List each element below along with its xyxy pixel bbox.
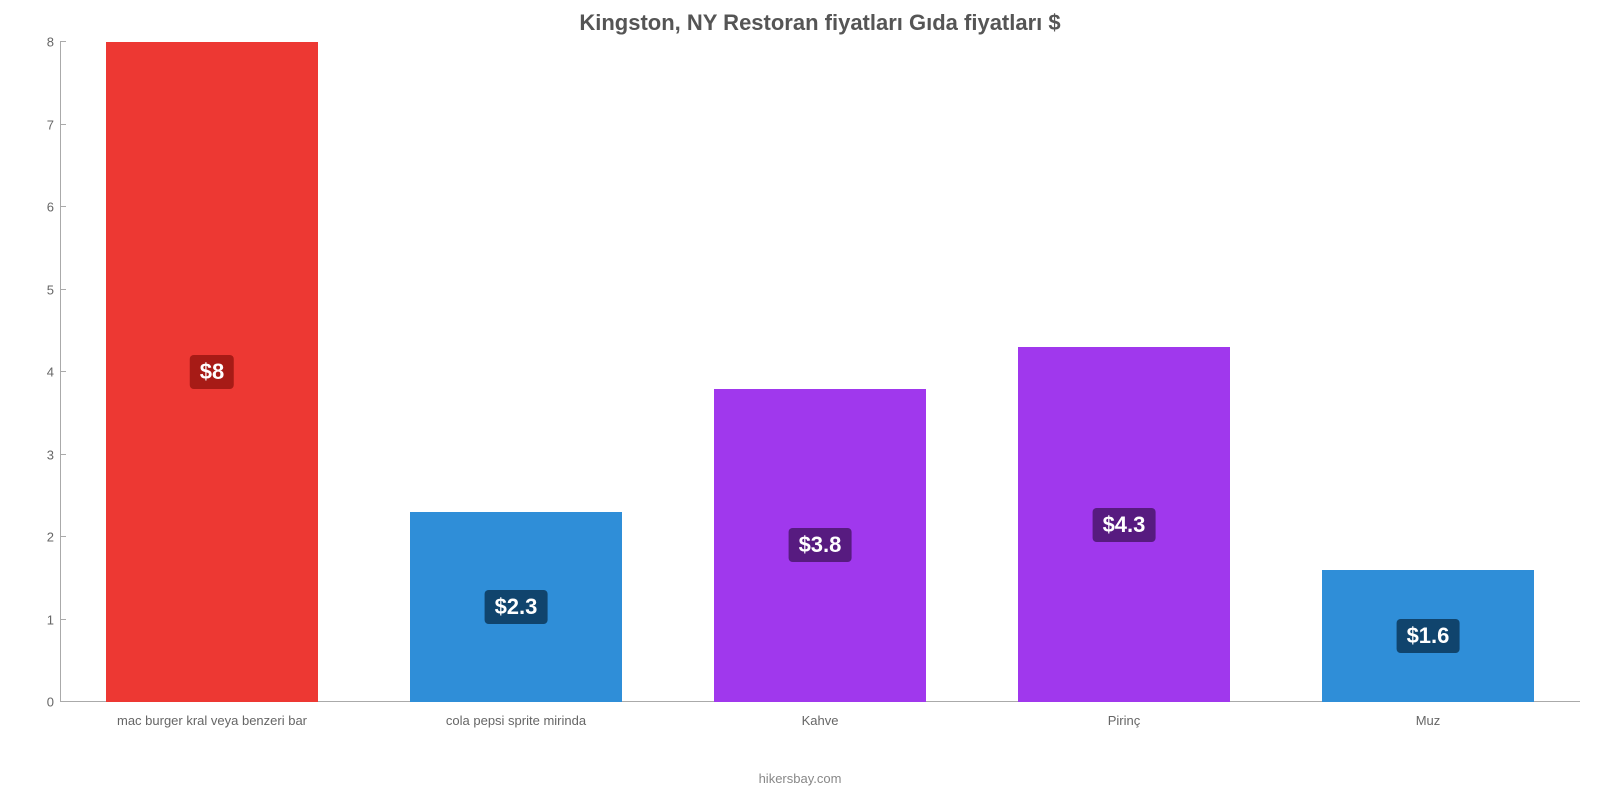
chart-title: Kingston, NY Restoran fiyatları Gıda fiy… xyxy=(60,10,1580,36)
bar: $8 xyxy=(106,42,319,702)
x-tick-label: Pirinç xyxy=(972,713,1276,728)
x-tick-label: Kahve xyxy=(668,713,972,728)
bar-slot: $1.6 xyxy=(1276,42,1580,702)
bars-container: $8 $2.3 $3.8 $4.3 $1.6 xyxy=(60,42,1580,702)
bar-slot: $4.3 xyxy=(972,42,1276,702)
bar: $2.3 xyxy=(410,512,623,702)
y-tick-label: 5 xyxy=(20,282,54,297)
bar-value-label: $3.8 xyxy=(789,528,852,562)
y-axis: 012345678 xyxy=(20,42,60,702)
bar-value-label: $8 xyxy=(190,355,234,389)
price-bar-chart: Kingston, NY Restoran fiyatları Gıda fiy… xyxy=(0,0,1600,800)
bar: $3.8 xyxy=(714,389,927,703)
y-tick-label: 6 xyxy=(20,200,54,215)
bar-value-label: $2.3 xyxy=(485,590,548,624)
bar-value-label: $1.6 xyxy=(1397,619,1460,653)
y-tick-label: 0 xyxy=(20,695,54,710)
bar-slot: $8 xyxy=(60,42,364,702)
chart-credit: hikersbay.com xyxy=(0,771,1600,786)
y-tick-label: 4 xyxy=(20,365,54,380)
x-tick-label: mac burger kral veya benzeri bar xyxy=(60,713,364,728)
y-tick-label: 2 xyxy=(20,530,54,545)
y-tick-label: 7 xyxy=(20,117,54,132)
x-tick-label: Muz xyxy=(1276,713,1580,728)
x-axis-labels: mac burger kral veya benzeri barcola pep… xyxy=(60,713,1580,728)
bar-value-label: $4.3 xyxy=(1093,508,1156,542)
plot-area: 012345678 $8$2.3$3.8$4.3$1.6 mac burger … xyxy=(60,42,1580,722)
y-tick-label: 3 xyxy=(20,447,54,462)
bar-slot: $2.3 xyxy=(364,42,668,702)
y-tick-label: 1 xyxy=(20,612,54,627)
bar: $4.3 xyxy=(1018,347,1231,702)
y-tick-label: 8 xyxy=(20,35,54,50)
bar-slot: $3.8 xyxy=(668,42,972,702)
x-tick-label: cola pepsi sprite mirinda xyxy=(364,713,668,728)
bar: $1.6 xyxy=(1322,570,1535,702)
